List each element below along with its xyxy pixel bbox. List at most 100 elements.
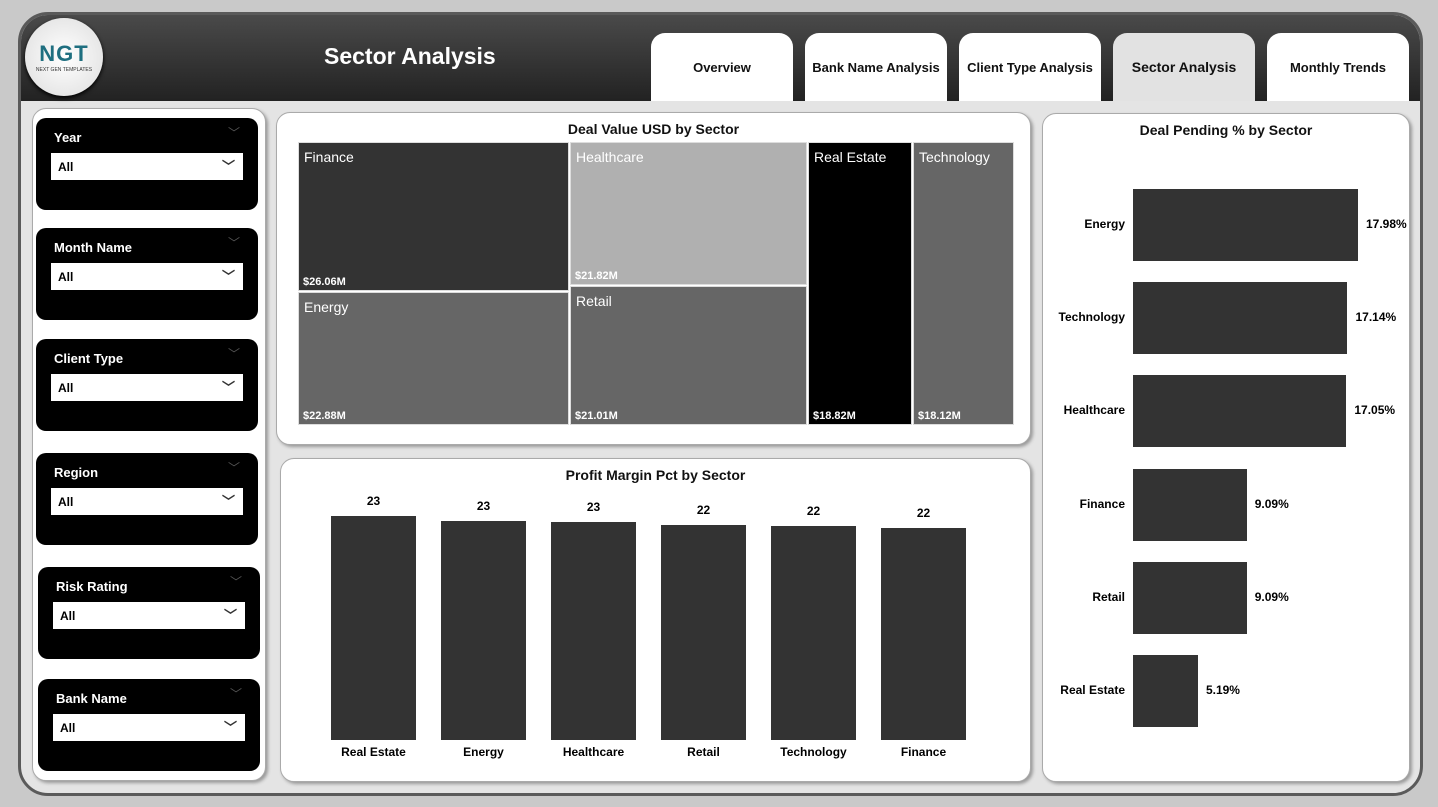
data-label: 17.14% [1355,310,1397,325]
tab-client-type-analysis[interactable]: Client Type Analysis [959,33,1101,101]
treemap-tile-retail[interactable]: Retail $21.01M [570,286,807,425]
tile-value: $26.06M [303,276,346,288]
header: NGT NEXT GEN TEMPLATES Sector Analysis Ov… [21,15,1420,101]
logo-subtext: NEXT GEN TEMPLATES [35,67,93,73]
slicer-month-name: Month Name ﹀ All ﹀ [36,228,258,320]
page-title: Sector Analysis [324,43,496,69]
bar[interactable] [1133,655,1198,727]
data-label: 9.09% [1254,496,1289,511]
y-tick-label: Healthcare [1063,403,1125,418]
chevron-down-icon: ﹀ [221,494,235,509]
collapse-chevron-icon[interactable]: ﹀ [227,236,240,250]
slicer-label: Client Type [54,351,124,366]
tab-monthly-trends[interactable]: Monthly Trends [1267,33,1409,101]
collapse-chevron-icon[interactable]: ﹀ [229,575,242,589]
profit-margin-card: Profit Margin Pct by Sector 23 Real Estat… [280,458,1031,782]
collapse-chevron-icon[interactable]: ﹀ [227,347,240,361]
tile-value: $18.82M [813,410,856,422]
dropdown-value: All [58,381,74,395]
slicer-label: Risk Rating [56,579,128,594]
dropdown-value: All [60,609,76,623]
slicer-dropdown-region[interactable]: All ﹀ [51,488,243,515]
logo-text: NGT [39,41,89,66]
dropdown-value: All [58,495,74,509]
slicer-label: Bank Name [56,691,127,706]
slicer-dropdown-year[interactable]: All ﹀ [51,153,243,180]
tile-label: Finance [304,149,354,165]
data-label: 23 [476,498,491,513]
tile-label: Healthcare [576,149,644,165]
bar[interactable] [1133,468,1247,541]
slicer-label: Month Name [54,240,132,255]
data-label: 22 [916,505,931,520]
slicer-client-type: Client Type ﹀ All ﹀ [36,339,258,431]
deal-pending-title: Deal Pending % by Sector [1139,122,1313,138]
data-label: 23 [586,499,601,514]
slicer-label: Year [54,130,82,145]
chevron-down-icon: ﹀ [223,608,237,623]
chevron-down-icon: ﹀ [221,269,235,284]
treemap-tile-real-estate[interactable]: Real Estate $18.82M [808,142,912,425]
y-tick-label: Retail [1092,589,1125,604]
bar[interactable] [661,524,746,740]
y-tick-label: Energy [1084,217,1125,231]
slicer-dropdown-bank-name[interactable]: All ﹀ [53,714,245,741]
chevron-down-icon: ﹀ [223,720,237,735]
y-tick-label: Finance [1079,496,1125,511]
data-label: 17.98% [1366,217,1407,231]
data-label: 22 [806,503,821,518]
data-label: 9.09% [1254,589,1289,604]
slicer-year: Year ﹀ All ﹀ [36,118,258,210]
dashboard-frame: NGT NEXT GEN TEMPLATES Sector Analysis Ov… [18,12,1423,796]
collapse-chevron-icon[interactable]: ﹀ [229,687,242,701]
x-tick-label: Technology [780,745,847,759]
bar[interactable] [881,527,966,740]
slicer-dropdown-client-type[interactable]: All ﹀ [51,374,243,401]
tile-value: $22.88M [303,410,346,422]
slicer-dropdown-month-name[interactable]: All ﹀ [51,263,243,290]
tile-label: Retail [576,293,612,309]
tile-label: Technology [919,149,990,165]
slicer-region: Region ﹀ All ﹀ [36,453,258,545]
bar[interactable] [1133,282,1348,355]
slicer-risk-rating: Risk Rating ﹀ All ﹀ [38,567,260,659]
tab-bank-name-analysis[interactable]: Bank Name Analysis [805,33,947,101]
dropdown-value: All [58,160,74,174]
x-tick-label: Healthcare [562,745,625,759]
bar[interactable] [1133,375,1347,448]
bar[interactable] [1133,189,1358,261]
treemap-card: Deal Value USD by Sector Finance $26.06M E… [276,112,1031,445]
slicer-dropdown-risk-rating[interactable]: All ﹀ [53,602,245,629]
dropdown-value: All [58,270,74,284]
collapse-chevron-icon[interactable]: ﹀ [227,461,240,475]
tile-label: Real Estate [814,149,887,165]
slicer-label: Region [54,465,99,480]
x-tick-label: Real Estate [341,745,406,759]
collapse-chevron-icon[interactable]: ﹀ [227,126,240,140]
tile-label: Energy [304,299,349,315]
treemap-tile-technology[interactable]: Technology $18.12M [913,142,1014,425]
treemap-title: Deal Value USD by Sector [567,121,740,137]
bar[interactable] [771,525,856,740]
tab-overview[interactable]: Overview [651,33,793,101]
bar[interactable] [551,521,636,740]
slicer-panel: Year ﹀ All ﹀ Month Name ﹀ All ﹀ Client Type ﹀ All ﹀… [32,108,266,781]
bar[interactable] [441,520,526,740]
logo: NGT NEXT GEN TEMPLATES [25,18,103,96]
slicer-bank-name: Bank Name ﹀ All ﹀ [38,679,260,771]
data-label: 17.05% [1354,403,1396,418]
data-label: 23 [366,494,381,508]
deal-pending-card: Deal Pending % by Sector Energy 17.98% Tec… [1042,113,1410,782]
bar[interactable] [1133,561,1247,634]
tile-value: $21.01M [575,410,618,422]
x-tick-label: Retail [687,745,720,759]
treemap-tile-finance[interactable]: Finance $26.06M [298,142,569,291]
bar[interactable] [331,516,416,740]
tile-value: $18.12M [918,410,961,422]
x-tick-label: Finance [900,745,947,759]
x-tick-label: Energy [463,745,504,759]
treemap-tile-energy[interactable]: Energy $22.88M [298,292,569,425]
treemap-tile-healthcare[interactable]: Healthcare $21.82M [570,142,807,285]
y-tick-label: Technology [1058,310,1125,325]
tab-sector-analysis[interactable]: Sector Analysis [1113,33,1255,101]
